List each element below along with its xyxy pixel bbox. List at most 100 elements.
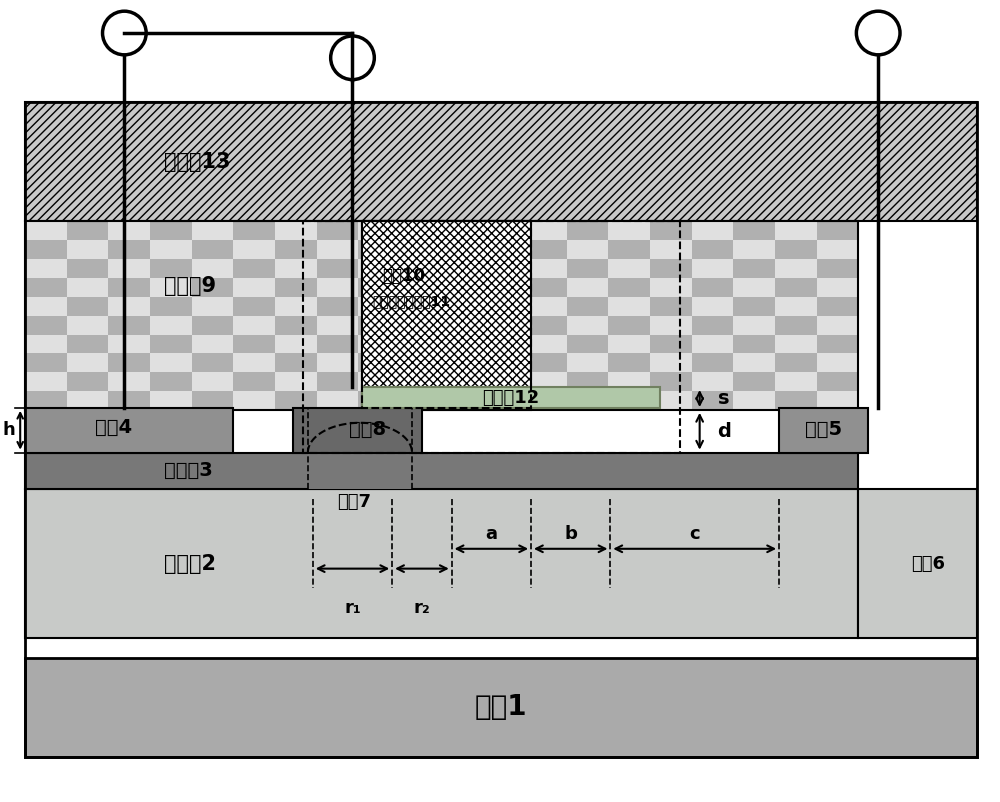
Bar [567, 391, 608, 410]
Bar [483, 241, 525, 259]
Bar [67, 316, 108, 334]
Bar [483, 316, 525, 334]
Text: 源极4: 源极4 [95, 419, 132, 437]
Bar [400, 316, 442, 334]
Bar [779, 408, 868, 452]
Bar [483, 278, 525, 297]
Bar [442, 334, 483, 354]
Text: a: a [485, 525, 497, 543]
Bar [608, 297, 650, 316]
Text: 势垒层3: 势垒层3 [164, 461, 213, 480]
Bar [25, 372, 67, 391]
Bar [775, 334, 817, 354]
Bar [25, 452, 858, 489]
Bar [293, 408, 422, 452]
Bar [25, 103, 977, 757]
Bar [692, 259, 733, 278]
Bar [525, 297, 567, 316]
Bar [733, 241, 775, 259]
Bar [400, 354, 442, 372]
Bar [817, 354, 858, 372]
Bar [358, 372, 400, 391]
Bar [358, 221, 400, 241]
Bar [192, 297, 233, 316]
Bar [525, 221, 567, 241]
Bar [233, 316, 275, 334]
Bar [25, 103, 977, 221]
Bar [25, 658, 977, 757]
Bar [692, 372, 733, 391]
Bar [275, 297, 317, 316]
Bar [67, 391, 108, 410]
Bar [233, 354, 275, 372]
Bar [775, 372, 817, 391]
Bar [567, 241, 608, 259]
Bar [733, 316, 775, 334]
Bar [400, 278, 442, 297]
Bar [358, 297, 400, 316]
Bar [308, 452, 412, 489]
Bar [192, 259, 233, 278]
Bar [25, 259, 67, 278]
Bar [317, 316, 358, 334]
Bar [692, 221, 733, 241]
Bar [67, 241, 108, 259]
Text: r₂: r₂ [414, 599, 430, 618]
Bar [775, 221, 817, 241]
Bar [442, 221, 483, 241]
Text: r₁: r₁ [344, 599, 361, 618]
Bar [692, 334, 733, 354]
Bar [233, 241, 275, 259]
Bar [608, 334, 650, 354]
Bar [25, 334, 67, 354]
Bar [233, 278, 275, 297]
Bar [400, 241, 442, 259]
Bar [150, 241, 192, 259]
Bar [608, 221, 650, 241]
Bar [67, 354, 108, 372]
Bar [25, 221, 67, 241]
Bar [362, 387, 660, 408]
Text: 过渡层2: 过渡层2 [164, 553, 216, 573]
Bar [442, 259, 483, 278]
Text: b: b [564, 525, 577, 543]
Bar [817, 241, 858, 259]
Bar [362, 221, 531, 410]
Bar [108, 221, 150, 241]
Bar [817, 278, 858, 297]
Bar [483, 354, 525, 372]
Bar [733, 354, 775, 372]
Text: s: s [718, 389, 729, 408]
Bar [233, 391, 275, 410]
Bar [400, 391, 442, 410]
Bar [817, 316, 858, 334]
Bar [317, 354, 358, 372]
Text: 保护层13: 保护层13 [164, 152, 231, 172]
Bar [692, 297, 733, 316]
Bar [108, 259, 150, 278]
Text: 漏极5: 漏极5 [805, 420, 842, 439]
Bar [108, 334, 150, 354]
Bar [525, 259, 567, 278]
Bar [67, 278, 108, 297]
Bar [317, 241, 358, 259]
Bar [275, 221, 317, 241]
Bar [775, 297, 817, 316]
Bar [650, 354, 692, 372]
Bar [108, 372, 150, 391]
Bar [567, 278, 608, 297]
Bar [650, 316, 692, 334]
Bar [608, 372, 650, 391]
Bar [442, 297, 483, 316]
Bar [358, 259, 400, 278]
Bar [608, 259, 650, 278]
Bar [650, 241, 692, 259]
Text: 高介电常数介质11: 高介电常数介质11 [372, 294, 450, 308]
Text: 栅极8: 栅极8 [349, 420, 386, 439]
Text: h: h [2, 421, 15, 439]
Bar [362, 221, 531, 408]
Bar [150, 354, 192, 372]
Bar [150, 278, 192, 297]
Text: 钝化层9: 钝化层9 [164, 276, 216, 296]
Bar [303, 221, 680, 452]
